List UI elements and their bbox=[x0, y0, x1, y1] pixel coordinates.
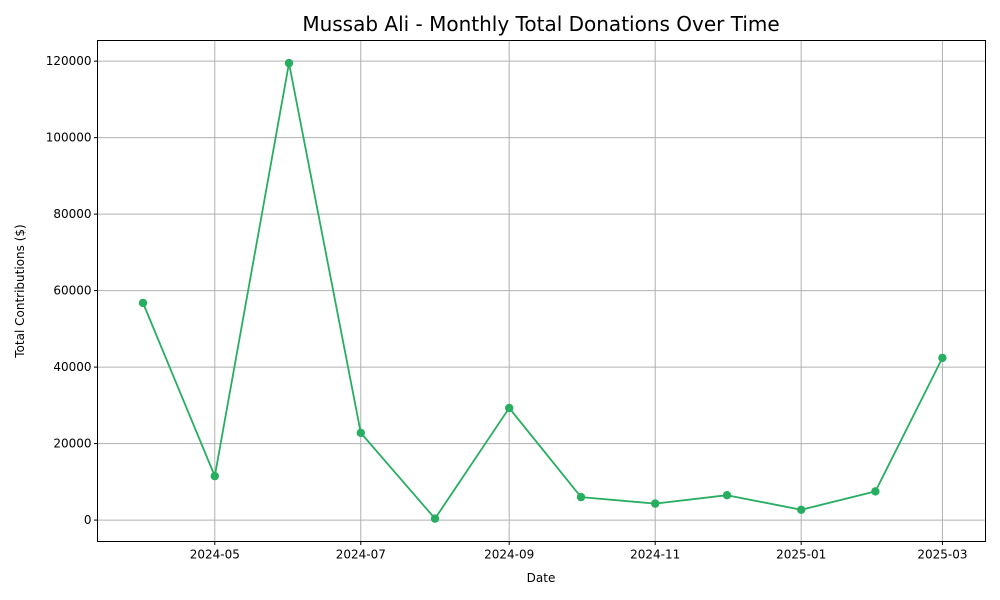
data-point bbox=[938, 353, 947, 363]
chart-title: Mussab Ali - Monthly Total Donations Ove… bbox=[302, 12, 779, 36]
data-point bbox=[871, 487, 880, 496]
y-tick-label: 80000 bbox=[53, 207, 91, 221]
data-point bbox=[651, 499, 660, 508]
data-point bbox=[356, 428, 365, 438]
data-point bbox=[576, 492, 586, 502]
x-tick-label: 2024-05 bbox=[190, 548, 240, 562]
x-tick-label: 2024-07 bbox=[336, 548, 386, 562]
y-tick-label: 40000 bbox=[53, 360, 91, 374]
x-tick-label: 2024-11 bbox=[630, 548, 680, 562]
data-point bbox=[138, 298, 148, 308]
y-axis-label: Total Contributions ($) bbox=[13, 224, 27, 358]
x-axis-label: Date bbox=[527, 571, 556, 585]
data-point bbox=[505, 403, 514, 413]
data-point bbox=[797, 505, 806, 514]
x-tick-label: 2025-01 bbox=[776, 548, 826, 562]
y-tick-label: 100000 bbox=[46, 131, 92, 145]
axis-ticks: 2024-05 2024-07 2024-09 2024-11 2025-01 2025-… bbox=[46, 54, 968, 561]
data-point bbox=[430, 514, 440, 523]
y-tick-label: 20000 bbox=[53, 437, 91, 451]
data-point bbox=[210, 471, 219, 481]
grid bbox=[97, 40, 986, 542]
y-tick-label: 120000 bbox=[46, 54, 92, 68]
data-point bbox=[722, 491, 732, 500]
series-donations bbox=[138, 58, 947, 523]
series-line bbox=[142, 62, 944, 520]
x-tick-label: 2024-09 bbox=[484, 548, 534, 562]
x-tick-label: 2025-03 bbox=[917, 548, 967, 562]
data-point bbox=[284, 58, 294, 68]
y-tick-label: 0 bbox=[84, 513, 92, 527]
y-tick-label: 60000 bbox=[53, 284, 91, 298]
